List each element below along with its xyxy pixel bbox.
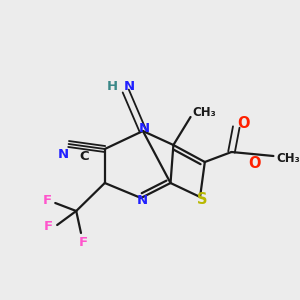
Text: O: O bbox=[238, 116, 250, 130]
Text: N: N bbox=[136, 194, 148, 206]
Text: F: F bbox=[44, 220, 53, 233]
Text: F: F bbox=[78, 236, 87, 250]
Text: CH₃: CH₃ bbox=[192, 106, 216, 118]
Text: N: N bbox=[57, 148, 68, 160]
Text: H: H bbox=[107, 80, 118, 94]
Text: S: S bbox=[197, 191, 207, 206]
Text: N: N bbox=[138, 122, 149, 136]
Text: O: O bbox=[248, 157, 261, 172]
Text: N: N bbox=[124, 80, 135, 94]
Text: F: F bbox=[43, 194, 52, 208]
Text: C: C bbox=[79, 150, 88, 163]
Text: CH₃: CH₃ bbox=[277, 152, 300, 164]
